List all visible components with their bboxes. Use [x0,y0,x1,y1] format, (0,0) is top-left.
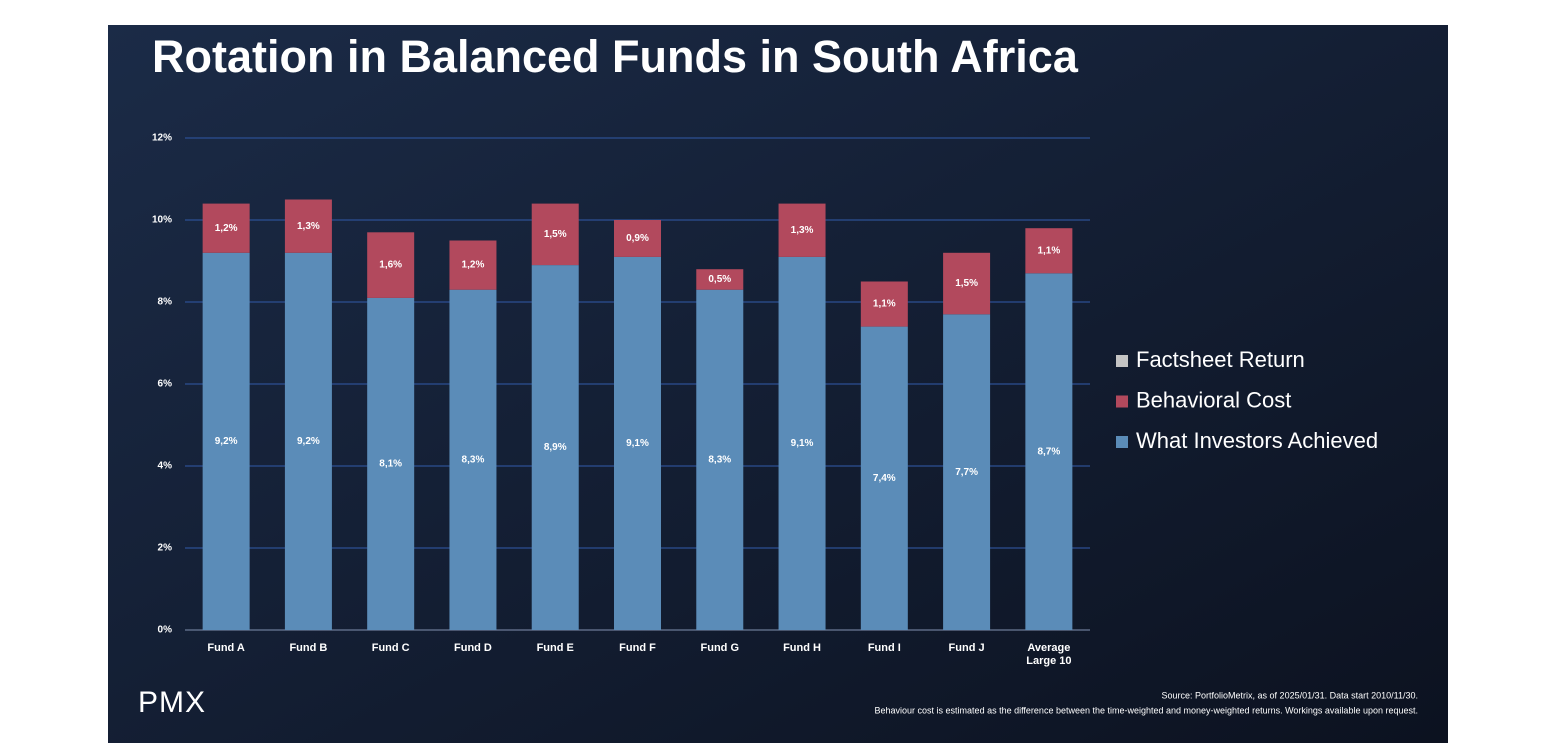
data-label: 1,5% [544,229,567,240]
bar-segment [1025,228,1073,274]
source: Source: PortfolioMetrix, as of 2025/01/3… [1162,690,1418,700]
data-label: 1,1% [1037,245,1060,256]
x-tick-label: Fund H [783,642,821,654]
y-tick-label: 8% [158,297,173,308]
bar-segment [778,203,826,257]
data-label: 1,2% [215,223,238,234]
x-tick-label: Fund F [619,642,656,654]
data-label: 0,9% [626,233,649,244]
bar-segment [367,297,415,630]
x-tick-label: Fund A [207,642,245,654]
y-tick-label: 2% [158,543,173,554]
x-tick-label: Fund B [289,642,328,654]
data-label: 1,3% [791,225,814,236]
data-label: 8,7% [1037,446,1060,457]
chart-title: Rotation in Balanced Funds in South Afri… [152,31,1079,82]
data-label: 8,3% [462,454,485,465]
legend-swatch [1116,436,1128,448]
bar-segment [202,252,250,631]
bar-segment [202,203,250,253]
data-label: 1,2% [462,260,485,271]
bar-segment [696,269,744,290]
data-label: 8,9% [544,442,567,453]
bar-segment [367,232,415,298]
y-tick-label: 6% [158,379,173,390]
data-label: 9,2% [297,436,320,447]
legend-label: What Investors Achieved [1136,428,1378,453]
y-tick-label: 4% [158,461,173,472]
data-label: 1,5% [955,278,978,289]
data-label: 9,2% [215,436,238,447]
data-label: 8,3% [708,454,731,465]
x-tick-label: Average Large 10 [1026,642,1072,667]
y-tick-label: 12% [152,133,172,144]
bar-segment [531,265,579,630]
x-tick-label: Fund C [371,642,410,654]
x-tick-label: Fund G [700,642,740,654]
bar-segment [943,252,991,315]
data-label: 1,3% [297,221,320,232]
legend-swatch [1116,395,1128,408]
bar-segment [614,256,661,630]
bar-segment [1025,273,1073,630]
bar-segment [943,314,991,630]
data-label: 1,1% [873,299,896,310]
bar-segment [284,252,332,631]
bar-segment [696,289,744,630]
bar-segment [860,326,908,630]
data-label: 1,6% [379,260,402,271]
y-tick-label: 0% [158,625,173,636]
data-label: 8,1% [379,459,402,470]
bar-segment [614,220,661,257]
data-label: 9,1% [626,438,649,449]
legend-label: Behavioral Cost [1136,387,1291,412]
x-tick-label: Fund E [536,642,574,654]
x-tick-label: Fund I [867,642,901,654]
bar-segment [449,289,497,630]
data-label: 7,7% [955,467,978,478]
x-tick-label: Fund J [948,642,985,654]
legend-label: Factsheet Return [1136,347,1305,372]
bar-segment [531,203,579,266]
legend-swatch [1116,355,1128,367]
bar-segment [778,256,826,630]
y-tick-label: 10% [152,215,172,226]
data-label: 9,1% [791,438,814,449]
data-label: 7,4% [873,473,896,484]
bar-segment [860,281,908,327]
data-label: 0,5% [708,274,731,285]
bar-segment [284,199,332,253]
logo: PMX [138,686,206,719]
x-tick-label: Fund D [454,642,492,654]
footnote: Behaviour cost is estimated as the diffe… [875,705,1418,715]
bar-segment [449,240,497,290]
